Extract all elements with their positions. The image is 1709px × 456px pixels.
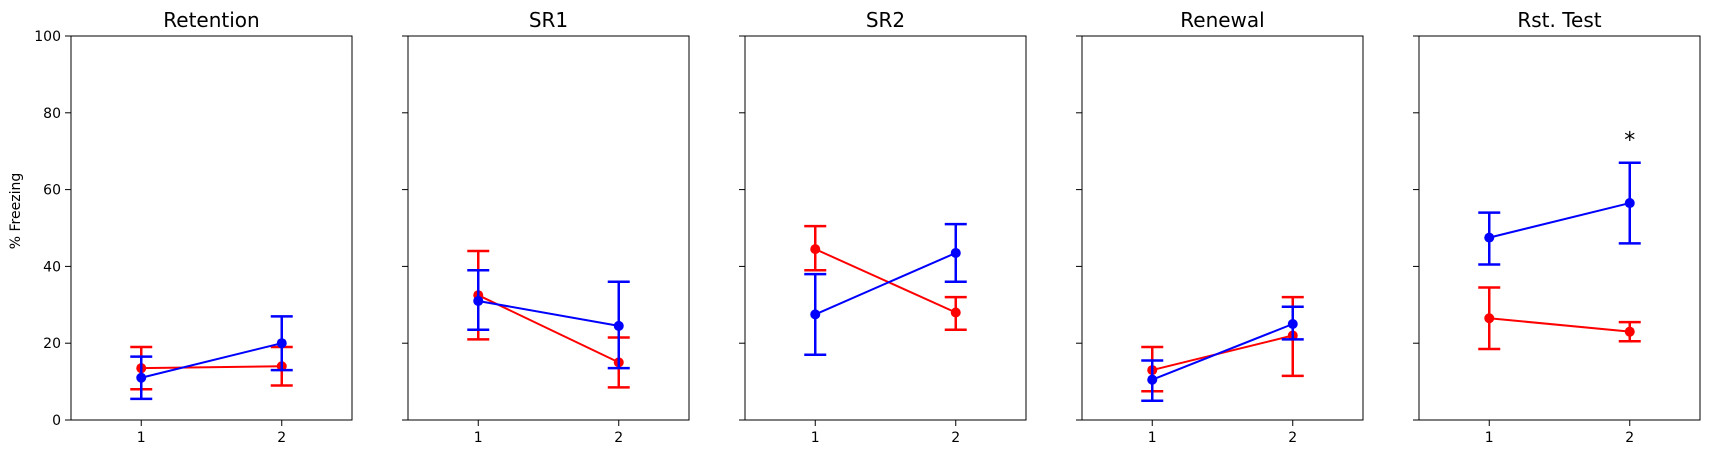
panel-sr1: SR1 1 2 [402, 8, 690, 446]
x-tick-label: 1 [1485, 430, 1494, 446]
panel-rst-test: Rst. Test 1 2 * [1413, 8, 1701, 446]
x-tick-label: 1 [811, 430, 820, 446]
data-point-blue [1484, 232, 1495, 243]
data-point-blue [473, 295, 484, 306]
panel-renewal: Renewal 1 2 [1076, 8, 1364, 446]
x-tick-label: 2 [277, 430, 286, 446]
plot-frame [70, 35, 353, 421]
series-blue [130, 315, 293, 401]
data-point-red [1624, 326, 1635, 337]
panel-title: Retention [163, 8, 259, 32]
data-point-blue [950, 247, 961, 258]
data-point-blue [1624, 198, 1635, 209]
plot-frame [744, 35, 1027, 421]
series-red [467, 249, 630, 389]
series-line-red [141, 365, 282, 370]
x-tick-label: 1 [474, 430, 483, 446]
panel-title: Renewal [1180, 8, 1264, 32]
x-tick-label: 2 [614, 430, 623, 446]
panel-sr2: SR2 1 2 [739, 8, 1027, 446]
y-axis-label: % Freezing [8, 173, 24, 249]
x-tick-label: 1 [137, 430, 146, 446]
series-line-blue [1151, 323, 1294, 381]
y-tick-label: 20 [43, 336, 61, 352]
panel-title: Rst. Test [1517, 8, 1601, 32]
plot-frame [1081, 35, 1364, 421]
series-line-red [1489, 317, 1630, 333]
panel-title: SR2 [866, 8, 905, 32]
series-line-red [814, 248, 957, 314]
data-point-blue [1147, 374, 1158, 385]
data-point-blue [810, 309, 821, 320]
series-line-blue [814, 252, 957, 316]
data-point-red [950, 307, 961, 318]
series-blue [1141, 305, 1304, 403]
series-red [1478, 286, 1641, 351]
data-point-blue [276, 338, 287, 349]
x-tick-label: 1 [1148, 430, 1157, 446]
panel-retention: Retention 0 20 40 60 80 100 1 2 [34, 8, 353, 446]
series-line-blue [478, 299, 619, 327]
series-line-red [477, 294, 620, 364]
panel-title: SR1 [529, 8, 568, 32]
series-line-blue [141, 342, 282, 379]
significance-marker: * [1624, 129, 1635, 154]
y-tick-label: 0 [52, 413, 61, 429]
plot-frame [1418, 35, 1701, 421]
data-point-blue [136, 372, 147, 383]
x-tick-label: 2 [951, 430, 960, 446]
series-blue [804, 222, 967, 356]
series-red [1141, 295, 1304, 393]
plot-frame [407, 35, 690, 421]
y-tick-label: 40 [43, 259, 61, 275]
series-blue [1478, 161, 1641, 266]
series-line-blue [1489, 202, 1630, 239]
y-tick-label: 80 [43, 106, 61, 122]
x-tick-label: 2 [1288, 430, 1297, 446]
series-red [130, 345, 293, 391]
series-blue [467, 268, 630, 370]
data-point-red [810, 244, 821, 255]
y-tick-label: 60 [43, 183, 61, 199]
x-tick-label: 2 [1625, 430, 1634, 446]
data-point-blue [1287, 319, 1298, 329]
data-point-blue [613, 320, 624, 331]
data-point-red [1484, 313, 1495, 324]
series-red [804, 224, 967, 332]
y-tick-label: 100 [34, 29, 61, 45]
